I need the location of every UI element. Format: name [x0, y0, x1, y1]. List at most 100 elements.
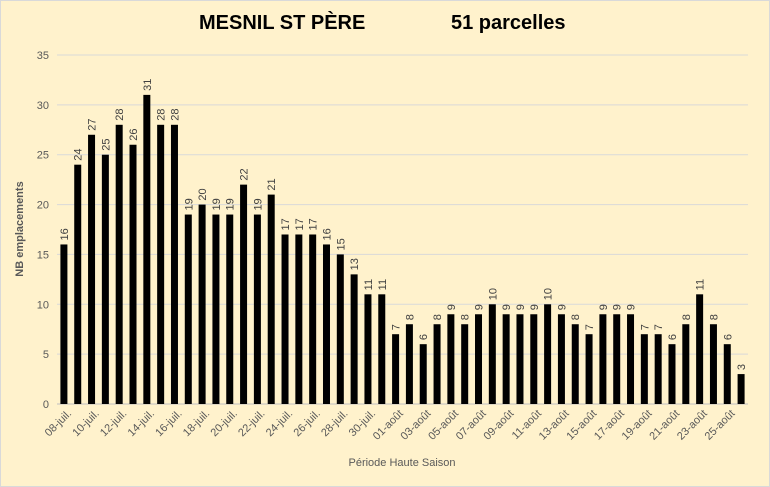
bar [253, 214, 261, 404]
data-label: 6 [667, 334, 679, 340]
x-tick-label: 14-juil. [126, 408, 157, 439]
bar [60, 244, 68, 404]
y-axis-ticks: 0 5 10 15 20 25 30 35 [37, 50, 49, 411]
bar [571, 324, 579, 404]
bar [557, 314, 565, 404]
x-axis-ticks: 08-juil.10-juil.12-juil.14-juil.16-juil.… [43, 408, 738, 443]
data-label: 9 [529, 304, 541, 310]
data-label: 11 [377, 279, 389, 290]
data-label: 16 [321, 228, 333, 240]
bar [419, 344, 427, 404]
data-label: 9 [598, 304, 610, 310]
bar [668, 344, 676, 404]
bar [170, 124, 178, 405]
x-tick-label: 08-juil. [43, 408, 74, 439]
bar [350, 274, 358, 404]
bar [129, 144, 137, 404]
data-label: 9 [446, 304, 458, 310]
y-tick-label: 30 [37, 100, 49, 112]
data-label: 9 [626, 304, 638, 310]
data-label: 9 [501, 304, 513, 310]
data-label: 9 [612, 304, 624, 310]
x-tick-label: 10-juil. [70, 408, 101, 439]
data-label: 7 [391, 324, 403, 330]
bar [212, 214, 220, 404]
data-label: 8 [404, 314, 416, 320]
data-label: 7 [639, 324, 651, 330]
bar [74, 164, 82, 404]
data-label: 31 [142, 79, 154, 91]
x-tick-label: 25-août [703, 408, 738, 443]
data-label: 19 [225, 198, 237, 210]
data-label: 17 [294, 218, 306, 230]
y-axis-title: NB emplacements [14, 181, 26, 276]
data-label: 25 [100, 138, 112, 150]
bar [184, 214, 192, 404]
bar [157, 124, 165, 405]
chart-subtitle: 51 parcelles [451, 12, 566, 34]
bar [115, 124, 123, 405]
x-tick-label: 28-juil. [319, 408, 350, 439]
x-tick-label: 18-juil. [181, 408, 212, 439]
data-label: 9 [474, 304, 486, 310]
data-label: 28 [156, 109, 168, 121]
data-label: 9 [556, 304, 568, 310]
x-tick-label: 16-juil. [153, 408, 184, 439]
bar [226, 214, 234, 404]
chart-title: MESNIL ST PÈRE [199, 12, 366, 34]
data-label: 20 [197, 188, 209, 200]
data-label: 10 [487, 288, 499, 300]
data-label: 16 [59, 228, 71, 240]
data-label: 24 [73, 148, 85, 160]
y-tick-label: 5 [43, 349, 49, 361]
bar [405, 324, 413, 404]
y-tick-label: 15 [37, 249, 49, 261]
bar [723, 344, 731, 404]
bar [654, 334, 662, 404]
data-label: 26 [128, 128, 140, 140]
bar [530, 314, 538, 404]
data-label: 8 [570, 314, 582, 320]
data-label: 6 [722, 334, 734, 340]
data-label: 13 [349, 258, 361, 270]
bar [516, 314, 524, 404]
y-tick-label: 35 [37, 50, 49, 62]
data-label: 6 [418, 334, 430, 340]
data-label: 22 [239, 168, 251, 180]
bar [599, 314, 607, 404]
bar [709, 324, 717, 404]
bar [737, 374, 745, 404]
x-tick-label: 24-juil. [264, 408, 295, 439]
data-label: 19 [252, 198, 264, 210]
bar [295, 234, 303, 404]
data-label: 21 [266, 178, 278, 190]
x-tick-label: 20-juil. [209, 408, 240, 439]
data-label: 17 [308, 218, 320, 230]
data-label: 19 [211, 198, 223, 210]
bars [60, 94, 745, 405]
bar [696, 294, 704, 404]
bar [447, 314, 455, 404]
bar [433, 324, 441, 404]
data-label: 11 [695, 279, 707, 290]
y-tick-label: 0 [43, 399, 49, 411]
bar [143, 94, 151, 404]
bar [240, 184, 248, 404]
bar [544, 304, 552, 404]
bar [309, 234, 317, 404]
data-label: 28 [114, 109, 126, 121]
bar [281, 234, 289, 404]
y-tick-label: 25 [37, 150, 49, 162]
bar [322, 244, 330, 404]
bar [336, 254, 344, 404]
data-label: 3 [736, 364, 748, 370]
data-label: 17 [280, 218, 292, 230]
bar [88, 134, 96, 404]
data-label: 8 [708, 314, 720, 320]
x-axis-title: Période Haute Saison [348, 457, 455, 469]
data-label: 28 [169, 109, 181, 121]
x-tick-label: 12-juil. [98, 408, 129, 439]
